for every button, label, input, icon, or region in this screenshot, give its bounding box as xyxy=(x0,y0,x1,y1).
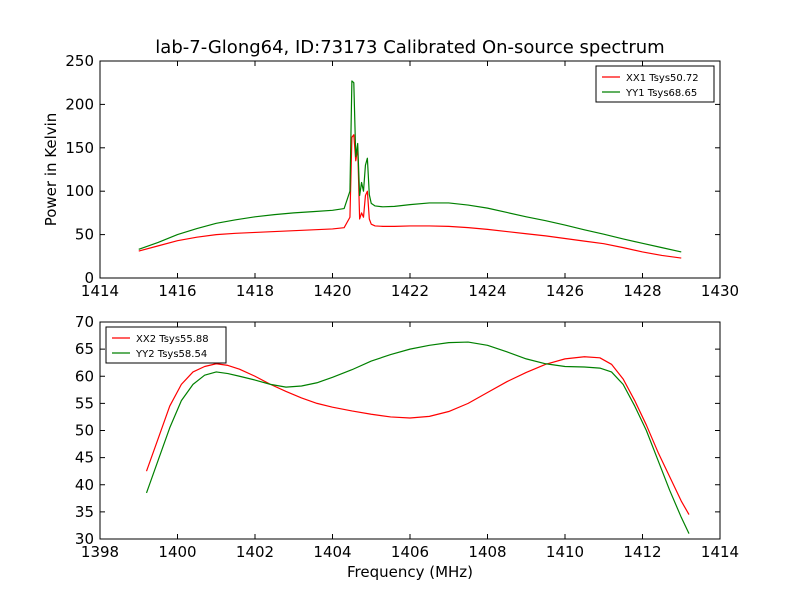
x-tick-label: 1404 xyxy=(313,543,351,561)
y-tick-label: 55 xyxy=(75,394,94,412)
x-tick-label: 1430 xyxy=(701,282,739,300)
legend-label-2: YY2 Tsys58.54 xyxy=(135,349,207,360)
legend: XX2 Tsys55.88 YY2 Tsys58.54 xyxy=(105,326,227,364)
y-tick-label: 50 xyxy=(75,226,94,244)
x-tick-label: 1408 xyxy=(468,543,506,561)
y-tick-label: 70 xyxy=(75,313,94,331)
legend-label-1: XX2 Tsys55.88 xyxy=(136,334,209,345)
x-tick-label: 1426 xyxy=(546,282,584,300)
top-subplot: 1414 1416 1418 1420 1422 1424 1426 1428 1430 0 50 1… xyxy=(42,52,739,300)
x-tick-label: 1420 xyxy=(313,282,351,300)
series-line-1 xyxy=(145,356,690,515)
legend-box xyxy=(595,65,715,103)
y-tick-label: 65 xyxy=(75,340,94,358)
series-line-1 xyxy=(138,134,682,259)
y-tick-label: 35 xyxy=(75,503,94,521)
y-axis-label: Power in Kelvin xyxy=(42,113,60,227)
series-line-2 xyxy=(138,80,682,253)
figure-title: lab-7-Glong64, ID:73173 Calibrated On-so… xyxy=(155,37,664,58)
x-tick-label: 1406 xyxy=(391,543,429,561)
x-tick-label: 1412 xyxy=(623,543,661,561)
x-tick-label: 1414 xyxy=(701,543,739,561)
series-line-2 xyxy=(145,341,690,534)
y-tick-label: 30 xyxy=(75,530,94,548)
y-tick-label: 45 xyxy=(75,449,94,467)
y-tick-label: 250 xyxy=(65,52,94,70)
legend-box xyxy=(105,326,227,364)
x-tick-label: 1414 xyxy=(81,282,119,300)
y-tick-label: 40 xyxy=(75,476,94,494)
y-tick-label: 0 xyxy=(84,269,94,287)
y-tick-label: 150 xyxy=(65,139,94,157)
x-tick-label: 1424 xyxy=(468,282,506,300)
y-tick-label: 50 xyxy=(75,422,94,440)
x-tick-label: 1422 xyxy=(391,282,429,300)
y-tick-label: 200 xyxy=(65,95,94,113)
legend: XX1 Tsys50.72 YY1 Tsys68.65 xyxy=(595,65,715,103)
x-axis-label: Frequency (MHz) xyxy=(347,563,473,581)
bottom-subplot: 1398 1400 1402 1404 1406 1408 1410 1412 1414 30 35… xyxy=(75,313,739,581)
legend-label-2: YY1 Tsys68.65 xyxy=(625,88,697,99)
y-tick-label: 100 xyxy=(65,182,94,200)
x-tick-label: 1402 xyxy=(236,543,274,561)
x-tick-label: 1410 xyxy=(546,543,584,561)
legend-label-1: XX1 Tsys50.72 xyxy=(626,73,699,84)
y-tick-label: 60 xyxy=(75,367,94,385)
x-tick-label: 1398 xyxy=(81,543,119,561)
x-tick-label: 1428 xyxy=(623,282,661,300)
x-tick-label: 1400 xyxy=(158,543,196,561)
x-tick-label: 1418 xyxy=(236,282,274,300)
x-tick-label: 1416 xyxy=(158,282,196,300)
